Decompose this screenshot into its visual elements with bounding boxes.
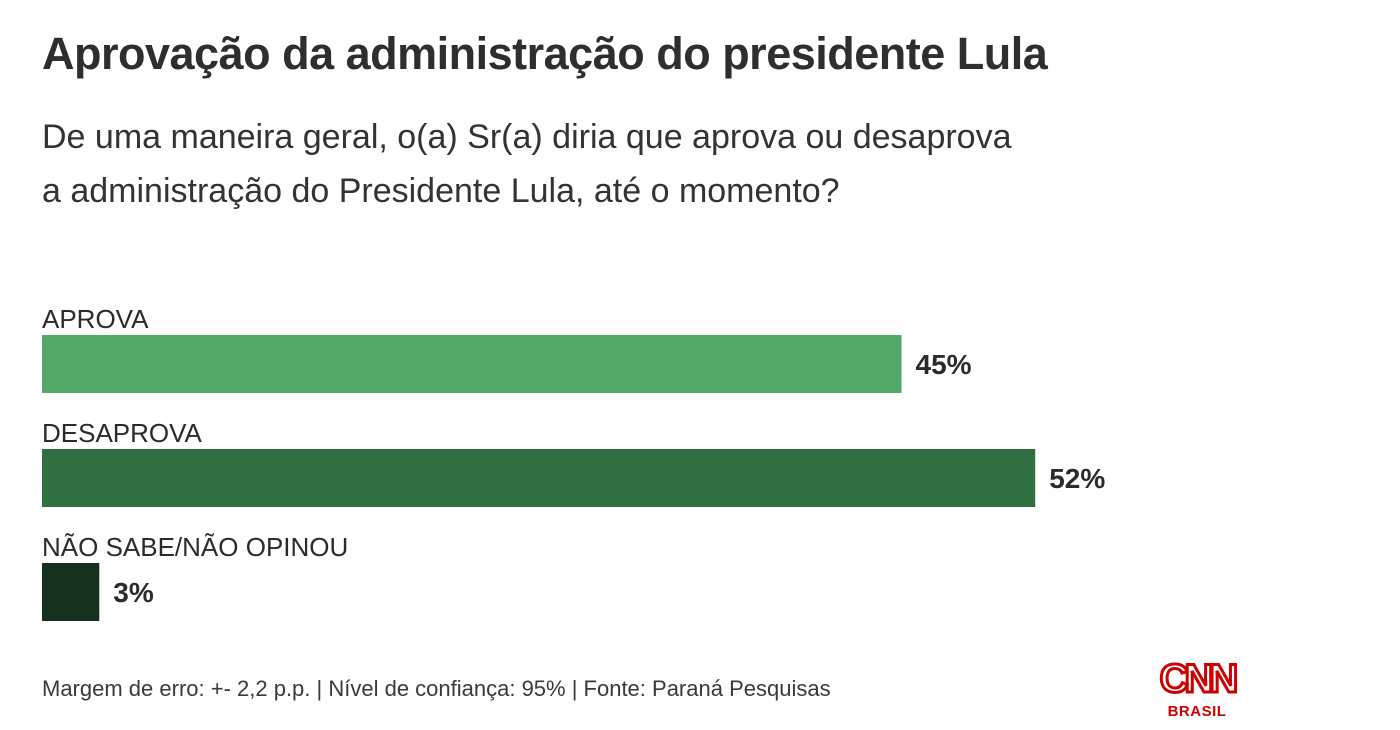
bar <box>42 563 100 621</box>
cnn-logo-text: CNN <box>1160 657 1237 701</box>
brasil-logo-text: BRASIL <box>1168 703 1227 720</box>
bar-value-label: 3% <box>113 577 154 608</box>
subtitle-line-1: De uma maneira geral, o(a) Sr(a) diria q… <box>42 118 1012 156</box>
category-label: APROVA <box>42 304 149 334</box>
cnn-brasil-logo: CNN BRASIL <box>1158 656 1242 721</box>
bar <box>42 335 902 393</box>
chart-title: Aprovação da administração do presidente… <box>42 28 1048 79</box>
subtitle-line-2: a administração do Presidente Lula, até … <box>42 172 840 210</box>
bar <box>42 449 1036 507</box>
bar-value-label: 45% <box>916 349 972 380</box>
category-label: DESAPROVA <box>42 418 203 448</box>
chart-subtitle: De uma maneira geral, o(a) Sr(a) diria q… <box>42 110 1292 218</box>
bar-chart: APROVA 45% DESAPROVA 52% NÃO SABE/NÃO OPINOU… <box>42 304 1105 621</box>
category-label: NÃO SABE/NÃO OPINOU <box>42 532 348 562</box>
bar-value-label: 52% <box>1049 463 1105 494</box>
source-footnote: Margem de erro: +- 2,2 p.p. | Nível de c… <box>42 676 831 701</box>
